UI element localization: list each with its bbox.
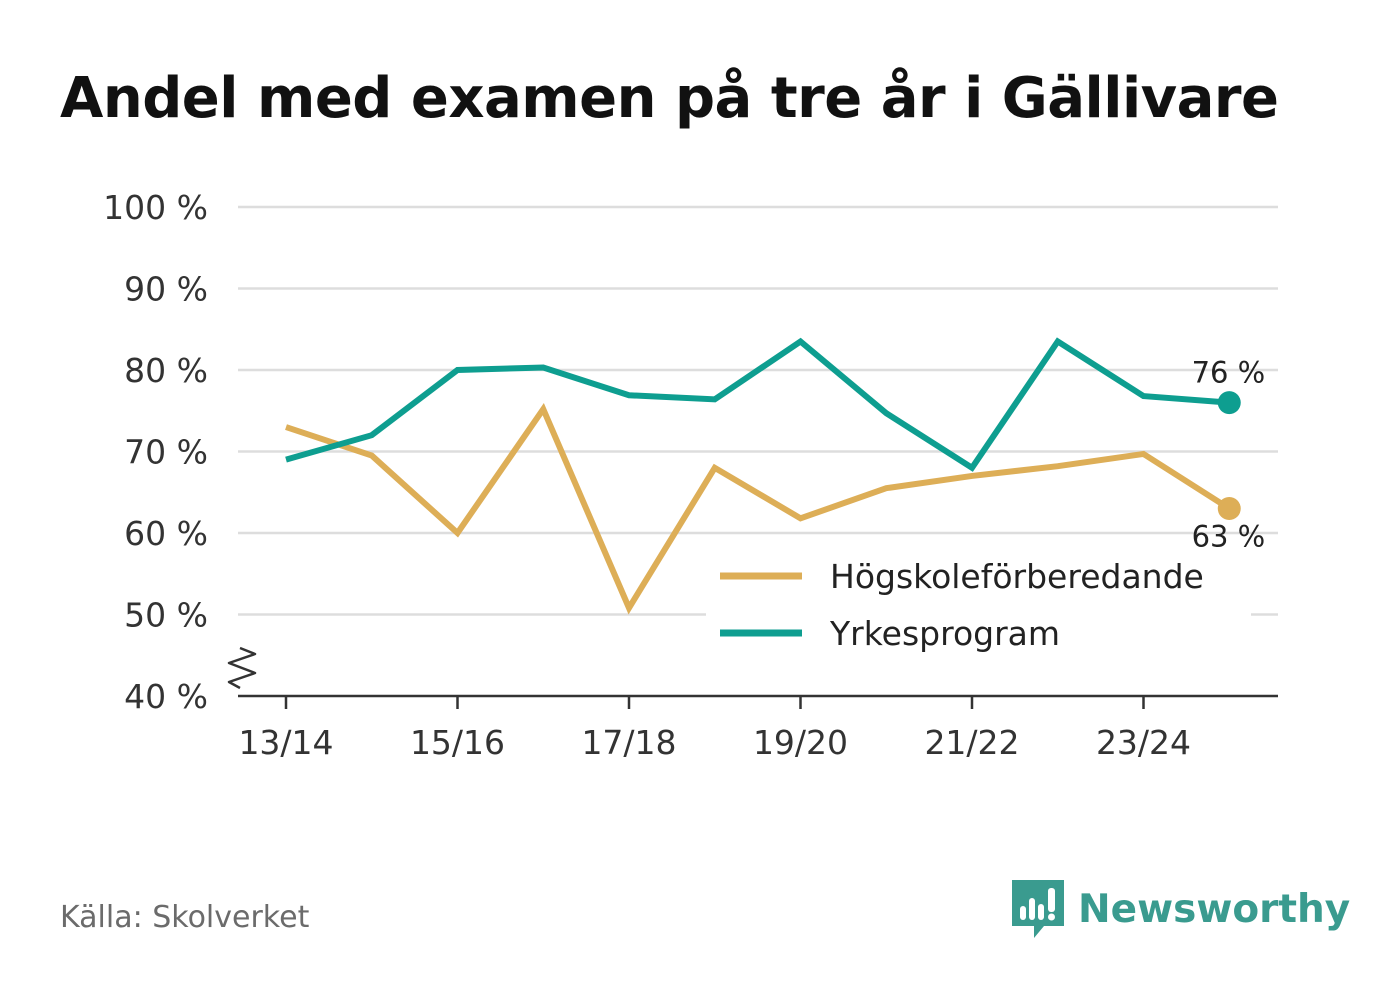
x-tick-label: 15/16 — [410, 723, 505, 762]
x-tick-label: 21/22 — [924, 723, 1019, 762]
series-end-point — [1217, 391, 1241, 415]
source-note: Källa: Skolverket — [60, 900, 310, 935]
legend-label: Yrkesprogram — [829, 614, 1060, 653]
x-tick-label: 17/18 — [581, 723, 676, 762]
legend-label: Högskoleförberedande — [830, 557, 1204, 596]
series-line — [285, 337, 1230, 472]
x-tick-label: 19/20 — [753, 723, 848, 762]
newsworthy-logo-icon — [1012, 880, 1064, 938]
series-end-point — [1217, 497, 1241, 521]
y-tick-label: 40 % — [124, 677, 208, 716]
y-tick-label: 90 % — [124, 270, 208, 309]
end-value-label: 76 % — [1192, 356, 1266, 390]
axis-break-mark — [227, 646, 257, 690]
x-tick-label: 13/14 — [238, 723, 333, 762]
y-tick-label: 50 % — [124, 596, 208, 635]
legend: Högskoleförberedande Yrkesprogram 63 % 76 % — [706, 356, 1265, 662]
y-tick-label: 80 % — [124, 351, 208, 390]
legend-background — [706, 548, 1251, 662]
x-tick-label: 23/24 — [1096, 723, 1191, 762]
y-tick-label: 60 % — [124, 514, 208, 553]
y-tick-label: 70 % — [124, 433, 208, 472]
series-line — [285, 402, 1231, 615]
axes: 40 % 50 % 60 % 70 % 80 % 90 % 100 % 13/14 15/16 1… — [103, 188, 1278, 762]
brand-name: Newsworthy — [1078, 886, 1351, 932]
y-tick-label: 100 % — [103, 188, 208, 227]
series-lines — [285, 337, 1231, 615]
brand-logo: Newsworthy — [1012, 880, 1350, 938]
chart-title: Andel med examen på tre år i Gällivare — [60, 66, 1279, 131]
end-value-label: 63 % — [1192, 520, 1266, 554]
